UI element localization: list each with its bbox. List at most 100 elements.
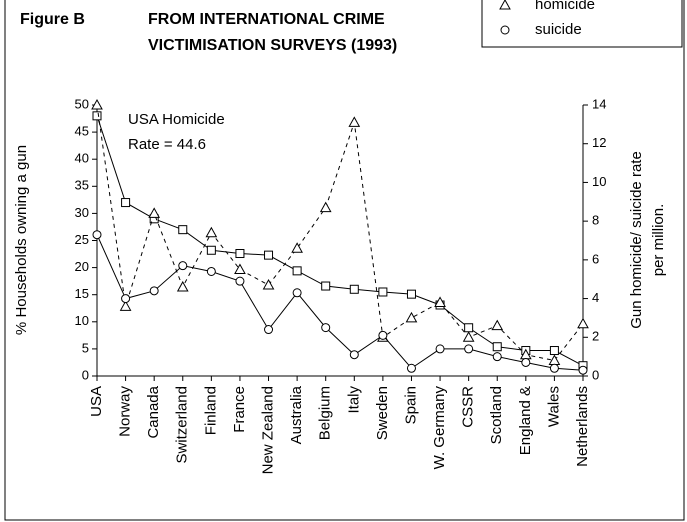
y-tick-label: 35 — [75, 178, 89, 193]
data-point — [176, 280, 189, 292]
x-tick-label: Scotland — [488, 386, 505, 444]
y2-tick-label: 0 — [592, 367, 599, 382]
data-point — [435, 344, 445, 354]
y-tick-label: 25 — [75, 232, 89, 247]
data-point — [348, 116, 361, 127]
x-tick-label: Australia — [288, 385, 305, 444]
x-tick-label: Switzerland — [174, 386, 191, 464]
data-point — [578, 365, 588, 375]
x-tick-label: France — [231, 386, 248, 433]
data-point — [548, 354, 561, 366]
series-line — [96, 104, 584, 362]
y-tick-label: 5 — [82, 340, 89, 355]
data-point — [321, 323, 331, 333]
data-point — [549, 363, 559, 373]
data-point — [149, 286, 159, 296]
data-point — [121, 294, 131, 304]
y2-tick-label: 14 — [592, 96, 606, 111]
x-tick-label: England & — [517, 386, 534, 455]
data-point — [119, 300, 132, 311]
data-point — [319, 201, 332, 213]
data-point — [577, 317, 589, 329]
data-point — [464, 344, 474, 354]
data-point — [148, 207, 161, 218]
figure-label: Figure B — [20, 11, 85, 28]
x-tick-label: Spain — [402, 386, 419, 424]
legend-label: suicide — [535, 21, 582, 38]
data-point — [462, 331, 475, 342]
data-point — [321, 281, 331, 291]
data-point — [349, 284, 359, 294]
y-tick-label: 30 — [75, 205, 89, 220]
data-point — [206, 245, 216, 255]
y2-axis-label: Gun homicide/ suicide rate — [628, 151, 645, 329]
x-tick-label: Italy — [345, 386, 362, 414]
y-tick-label: 20 — [75, 259, 89, 274]
annotation: USA Homicide — [128, 111, 225, 128]
y-tick-label: 45 — [75, 124, 89, 139]
y-tick-label: 50 — [75, 96, 89, 111]
data-point — [178, 261, 188, 271]
data-point — [349, 350, 359, 360]
data-point — [292, 288, 302, 298]
y2-tick-label: 8 — [592, 213, 599, 228]
data-point — [121, 198, 131, 208]
y-tick-label: 10 — [75, 313, 89, 328]
data-point — [406, 289, 416, 299]
series-line — [96, 234, 584, 371]
data-point — [378, 287, 388, 297]
data-point — [205, 226, 218, 238]
data-point — [91, 98, 103, 110]
legend-label: homicide — [535, 0, 595, 13]
data-point — [92, 111, 102, 121]
x-tick-label: Netherlands — [574, 386, 591, 467]
data-point — [492, 342, 502, 352]
y2-tick-label: 4 — [592, 290, 599, 305]
y-tick-label: 15 — [75, 286, 89, 301]
data-point — [292, 266, 302, 276]
y2-tick-label: 6 — [592, 251, 599, 266]
data-point — [178, 225, 188, 235]
data-point — [206, 266, 216, 276]
data-point — [521, 357, 531, 367]
series-line — [96, 115, 584, 367]
x-tick-label: Norway — [117, 386, 134, 437]
data-point — [406, 363, 416, 373]
y2-tick-label: 10 — [592, 174, 606, 189]
legend-box — [481, 0, 683, 48]
data-point — [262, 278, 275, 290]
x-tick-label: USA — [88, 386, 105, 417]
data-point — [491, 319, 504, 331]
data-point — [235, 249, 245, 259]
data-point — [92, 230, 102, 240]
data-point — [464, 323, 474, 333]
legend-marker — [500, 25, 510, 35]
data-point — [492, 352, 502, 362]
annotation: Rate = 44.6 — [128, 136, 206, 153]
data-point — [405, 311, 418, 323]
legend-marker — [499, 0, 511, 10]
x-tick-label: CSSR — [460, 386, 477, 428]
x-tick-label: Sweden — [374, 386, 391, 440]
y2-tick-label: 12 — [592, 135, 606, 150]
data-point — [235, 276, 245, 286]
data-point — [234, 263, 246, 275]
chart-title: FROM INTERNATIONAL CRIME — [148, 11, 385, 28]
x-tick-label: W. Germany — [431, 386, 448, 470]
chart-title: VICTIMISATION SURVEYS (1993) — [148, 37, 397, 54]
data-point — [434, 296, 446, 307]
x-tick-label: New Zealand — [259, 386, 276, 474]
frame — [4, 0, 685, 521]
y-tick-label: 0 — [82, 367, 89, 382]
x-tick-label: Belgium — [317, 386, 334, 440]
x-tick-label: Finland — [202, 386, 219, 435]
data-point — [264, 250, 274, 260]
y-tick-label: 40 — [75, 151, 89, 166]
x-tick-label: Canada — [145, 385, 162, 438]
data-point — [264, 325, 274, 335]
y-axis-label: % Households owning a gun — [13, 145, 30, 335]
x-tick-label: Wales — [545, 386, 562, 427]
data-point — [549, 346, 559, 356]
